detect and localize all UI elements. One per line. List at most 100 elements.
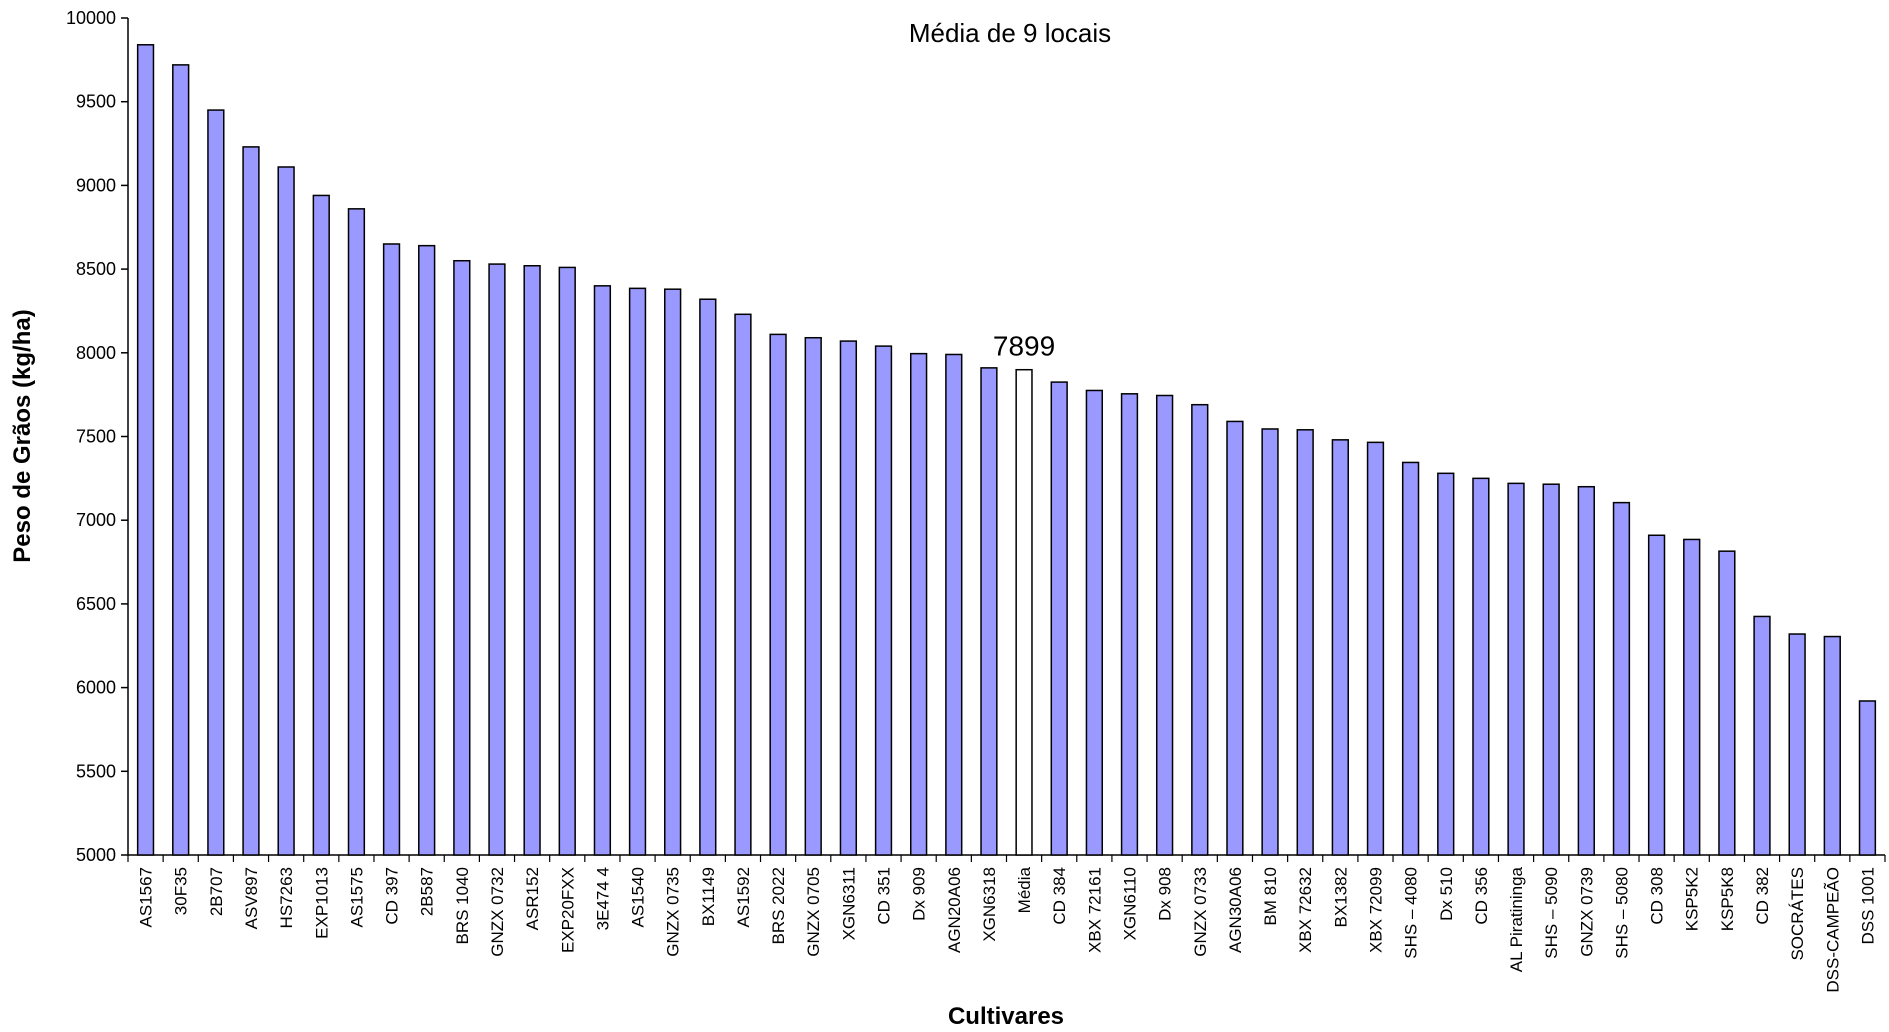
bar bbox=[1823, 635, 1841, 856]
bar bbox=[1683, 538, 1701, 856]
x-tick-label: AS1567 bbox=[137, 867, 156, 928]
axes: 5000 5500 6000 6500 7000 7500 8000 8500 9000 9500… bbox=[66, 8, 1886, 865]
bar bbox=[945, 353, 963, 856]
x-tick-label: XGN6110 bbox=[1120, 867, 1139, 940]
bar bbox=[839, 340, 858, 856]
bar bbox=[769, 333, 787, 856]
bar bbox=[1366, 441, 1385, 856]
bar bbox=[1647, 534, 1666, 856]
x-tick-label: GNZX 0732 bbox=[488, 867, 507, 957]
x-tick-label: AS1592 bbox=[734, 867, 753, 928]
bar bbox=[312, 194, 330, 856]
x-tick-label: XGN6311 bbox=[839, 867, 858, 940]
bar bbox=[453, 259, 471, 856]
x-tick-label: DSS-CAMPEÃO bbox=[1823, 867, 1842, 993]
bar bbox=[1401, 461, 1420, 856]
bar bbox=[1753, 615, 1771, 856]
x-tick-label: CD 308 bbox=[1648, 867, 1667, 925]
x-tick-label: Média bbox=[1015, 866, 1034, 913]
bar bbox=[1085, 389, 1104, 856]
bar bbox=[980, 367, 998, 856]
x-tick-label: AS1575 bbox=[347, 867, 366, 928]
bar bbox=[1296, 429, 1314, 856]
x-tick-label: BM 810 bbox=[1261, 867, 1280, 926]
bar bbox=[347, 208, 366, 856]
bar bbox=[207, 109, 225, 856]
x-tick-label: CD 382 bbox=[1753, 867, 1772, 925]
bar bbox=[1120, 393, 1139, 856]
bar bbox=[382, 243, 401, 856]
x-tick-label: CD 397 bbox=[383, 867, 402, 925]
y-tick-label: 7500 bbox=[76, 427, 116, 447]
x-tick-label: XBX 72632 bbox=[1296, 867, 1315, 953]
bar bbox=[1050, 381, 1068, 856]
bar bbox=[488, 263, 506, 856]
x-tick-label: XGN6318 bbox=[980, 867, 999, 942]
x-tick-label: XBX 72161 bbox=[1085, 867, 1104, 953]
x-tick-label: 2B707 bbox=[207, 867, 226, 916]
x-tick-label: GNZX 0739 bbox=[1577, 867, 1596, 957]
y-tick-label: 8500 bbox=[76, 259, 116, 279]
chart-title: Média de 9 locais bbox=[909, 18, 1111, 48]
x-tick-label: GNZX 0733 bbox=[1191, 867, 1210, 957]
mean-annotation: 7899 bbox=[993, 331, 1055, 362]
x-tick-label: HS7263 bbox=[277, 867, 296, 928]
bar bbox=[874, 345, 893, 856]
bar bbox=[593, 285, 612, 856]
x-tick-label: CD 356 bbox=[1472, 867, 1491, 925]
bar bbox=[734, 313, 752, 856]
bar bbox=[1858, 700, 1877, 856]
x-tick-label: GNZX 0705 bbox=[804, 867, 823, 957]
y-axis-title: Peso de Grãos (kg/ha) bbox=[9, 309, 36, 562]
bar bbox=[1718, 550, 1736, 856]
bar bbox=[1191, 403, 1209, 856]
x-axis-title: Cultivares bbox=[948, 1003, 1064, 1030]
x-tick-label: AGN30A06 bbox=[1226, 867, 1245, 953]
y-tick-label: 5000 bbox=[76, 845, 116, 865]
x-tick-label: BRS 1040 bbox=[453, 867, 472, 945]
x-tick-label: SOCRÁTES bbox=[1788, 867, 1807, 961]
bar bbox=[523, 265, 541, 856]
bar bbox=[1331, 439, 1349, 856]
bar bbox=[1437, 472, 1455, 856]
y-tick-label: 8000 bbox=[76, 343, 116, 363]
x-tick-label: GNZX 0735 bbox=[664, 867, 683, 957]
x-tick-label: 30F35 bbox=[172, 867, 191, 915]
bar-media bbox=[1015, 368, 1033, 856]
x-tick-label: SHS – 5080 bbox=[1612, 867, 1631, 959]
x-tick-label: KSP5K8 bbox=[1718, 867, 1737, 931]
bar bbox=[1226, 420, 1244, 856]
x-tick-label: KSP5K2 bbox=[1683, 867, 1702, 931]
bar bbox=[1577, 485, 1595, 856]
x-tick-label: CD 351 bbox=[875, 867, 894, 925]
bar bbox=[1612, 501, 1631, 856]
x-tick-label: CD 384 bbox=[1050, 867, 1069, 925]
bar bbox=[804, 336, 822, 856]
x-tick-label: SHS – 4080 bbox=[1402, 867, 1421, 959]
bar bbox=[1507, 482, 1525, 856]
bar bbox=[699, 298, 717, 856]
y-tick-label: 10000 bbox=[66, 8, 116, 28]
bar bbox=[1261, 428, 1279, 856]
x-tick-label: BX1382 bbox=[1331, 867, 1350, 928]
bar bbox=[1155, 394, 1174, 856]
bar bbox=[1542, 483, 1560, 856]
x-tick-label: Dx 510 bbox=[1437, 867, 1456, 921]
x-tick-label: AL Piratininga bbox=[1507, 866, 1526, 972]
y-tick-label: 5500 bbox=[76, 761, 116, 781]
bar bbox=[558, 266, 576, 856]
y-tick-label: 6000 bbox=[76, 678, 116, 698]
x-tick-label: ASR152 bbox=[523, 867, 542, 930]
bar bbox=[628, 287, 647, 856]
x-tick-label: 2B587 bbox=[418, 867, 437, 916]
bar bbox=[242, 146, 260, 856]
y-tick-label: 9500 bbox=[76, 92, 116, 112]
x-tick-label: BX1149 bbox=[699, 867, 718, 926]
bar bbox=[172, 64, 190, 856]
x-tick-label: AS1540 bbox=[629, 867, 648, 928]
x-tick-label: BRS 2022 bbox=[769, 867, 788, 945]
category-labels: AS1567 30F35 2B707 ASV897 HS7263 EXP1013 AS157… bbox=[137, 866, 1878, 992]
bar bbox=[136, 44, 155, 856]
y-tick-label: 7000 bbox=[76, 510, 116, 530]
